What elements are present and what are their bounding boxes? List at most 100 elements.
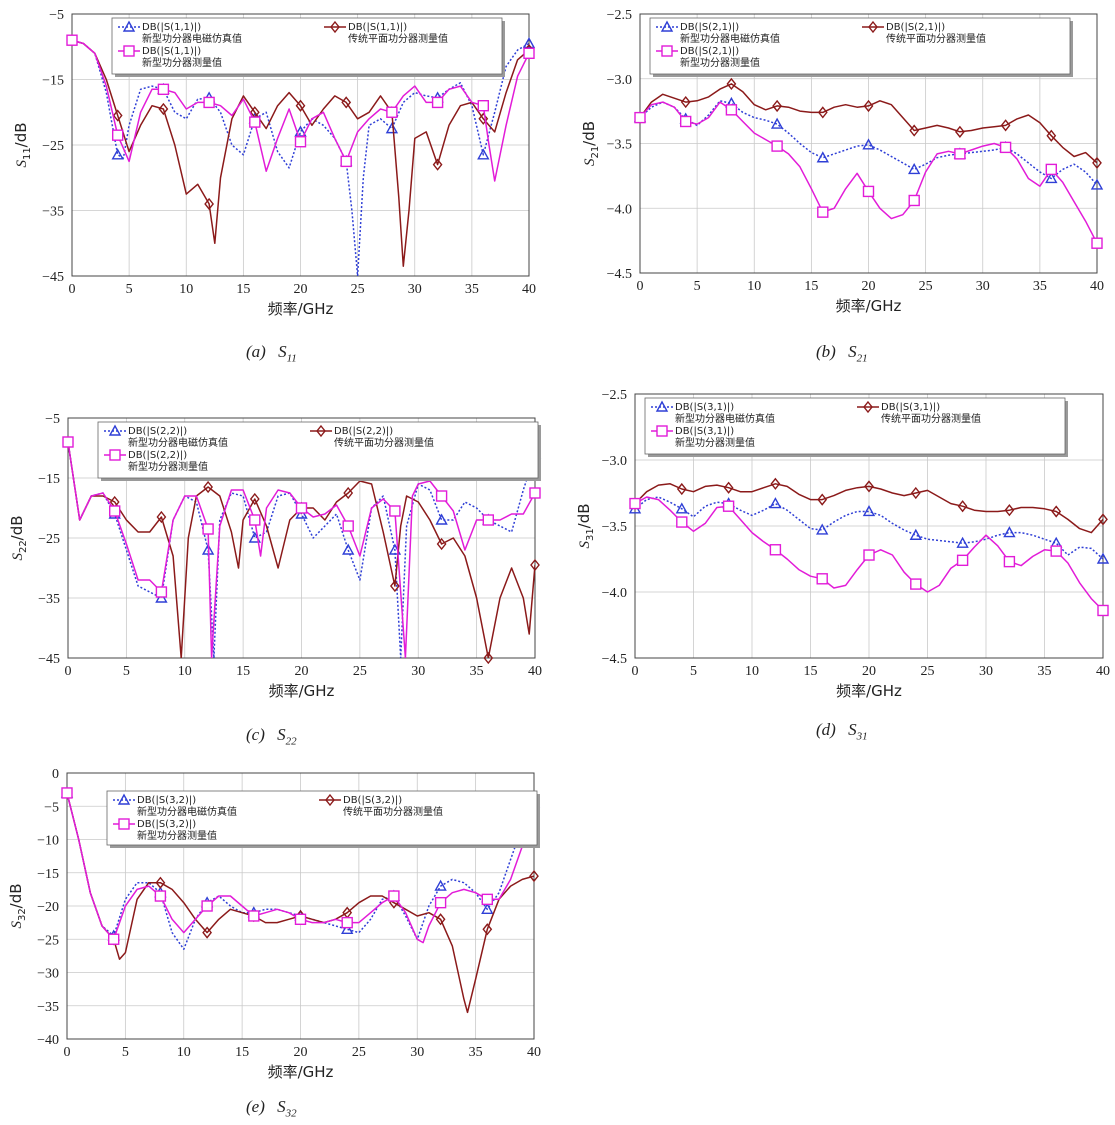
y-tick-label: −5: [49, 8, 64, 23]
legend-name: DB(|S(3,2)|): [343, 795, 402, 806]
square-marker: [154, 890, 167, 902]
legend-desc: 新型功分器测量值: [137, 829, 217, 842]
square-marker: [523, 47, 535, 59]
chart-panel-s31: 0 5 10 15 20 25 30 35 40 −2.5 −3.0 −3.5 −4.0 −4.5 频率/G…: [570, 370, 1115, 755]
x-tick-label: 30: [410, 1045, 424, 1060]
caption-prefix: (d): [816, 720, 836, 739]
square-marker: [249, 514, 261, 526]
caption-main: S: [848, 342, 857, 361]
square-marker: [634, 111, 646, 124]
legend-desc: 新型功分器测量值: [128, 460, 208, 473]
triangle-marker: [1096, 552, 1110, 564]
diamond-marker: [295, 99, 306, 112]
diamond-marker: [1051, 505, 1062, 518]
legend-desc: 新型功分器电磁仿真值: [675, 412, 775, 425]
square-marker: [203, 96, 215, 109]
x-tick-label: 15: [804, 664, 818, 679]
diamond-marker: [909, 124, 920, 137]
diamond-marker: [204, 197, 214, 211]
plot-frame: [67, 417, 536, 659]
caption-main: S: [278, 342, 287, 361]
legend-name: DB(|S(3,2)|): [137, 819, 196, 830]
series-line: [72, 39, 529, 267]
square-marker: [342, 520, 354, 532]
diamond-marker: [1000, 119, 1011, 132]
y-tick-label: −2.5: [602, 388, 627, 403]
square-marker: [201, 900, 213, 912]
square-marker: [629, 497, 641, 510]
square-marker: [434, 896, 447, 909]
legend: DB(|S(3,2)|)新型功分器电磁仿真值DB(|S(3,2)|)传统平面功分…: [106, 790, 540, 848]
chart-panel-s22: 0 5 10 15 20 25 30 35 40 −5 −15 −25 −35 −45 频率/GHz S22/…: [0, 370, 555, 755]
diamond-marker: [435, 913, 446, 926]
x-tick-label: 30: [976, 279, 990, 294]
x-tick-label: 35: [465, 282, 479, 297]
x-tick-label: 30: [979, 664, 993, 679]
square-marker: [389, 505, 401, 517]
triangle-marker: [909, 528, 922, 540]
diamond-marker: [723, 481, 734, 494]
square-marker: [482, 514, 494, 526]
triangle-marker: [522, 37, 536, 49]
y-tick-label: −45: [38, 652, 60, 667]
x-tick-label: 20: [295, 664, 309, 679]
caption-sub: 22: [285, 735, 297, 748]
x-tick-label: 15: [236, 664, 250, 679]
x-tick-label: 15: [235, 1045, 249, 1060]
y-tick-label: −15: [37, 867, 59, 882]
square-marker: [435, 490, 448, 502]
series-line: [67, 792, 534, 944]
y-axis-label: S32/dB: [7, 883, 28, 928]
diamond-marker: [341, 96, 352, 109]
diamond-marker: [203, 480, 213, 494]
triangle-marker: [862, 505, 876, 517]
y-tick-label: 0: [52, 767, 59, 782]
diamond-marker: [156, 510, 167, 524]
series-markers: [66, 34, 535, 168]
triangle-marker: [1090, 178, 1104, 190]
triangle-marker: [294, 125, 307, 137]
y-tick-label: −15: [42, 74, 64, 89]
square-marker: [295, 502, 308, 514]
x-axis-label: 频率/GHz: [836, 682, 902, 700]
legend-name: DB(|S(2,1)|): [680, 46, 739, 57]
square-marker: [908, 194, 920, 207]
caption-prefix: (c): [246, 725, 265, 744]
square-marker: [111, 129, 124, 141]
square-marker: [340, 155, 352, 168]
y-axis-label-sub: 21: [590, 146, 601, 159]
y-tick-label: −10: [37, 834, 59, 849]
y-tick-label: −4.0: [602, 586, 627, 601]
chart-panel-s11: 0 5 10 15 20 25 30 35 40 −5 −15 −25 −35 −45 频率/GHz S11/…: [0, 0, 555, 370]
triangle-marker: [655, 400, 669, 412]
y-tick-label: −4.5: [607, 267, 632, 282]
diamond-marker: [112, 109, 123, 122]
legend-desc: 新型功分器测量值: [675, 436, 755, 449]
caption-s31: (d) S31: [816, 720, 868, 742]
x-tick-label: 30: [408, 282, 422, 297]
y-tick-label: −45: [42, 270, 64, 285]
legend-name: DB(|S(3,2)|): [137, 795, 196, 806]
legend-name: DB(|S(2,2)|): [334, 426, 393, 437]
square-marker: [109, 449, 121, 461]
triangle-marker: [908, 162, 921, 175]
legend: DB(|S(2,1)|)新型功分器电磁仿真值DB(|S(2,1)|)传统平面功分…: [649, 17, 1073, 77]
diamond-marker: [1046, 129, 1057, 142]
series-square: [68, 441, 535, 658]
chart-panel-s32: 0 5 10 15 20 25 30 35 40 0 −5 −10 −15 −20 −25 −30 −35 −40…: [0, 755, 555, 1125]
square-marker: [956, 554, 969, 567]
series-line: [640, 83, 1097, 164]
y-tick-label: −4.5: [602, 652, 627, 667]
square-marker: [910, 578, 922, 590]
x-tick-label: 5: [126, 282, 133, 297]
diamond-marker: [680, 95, 691, 109]
triangle-marker: [481, 902, 494, 915]
square-marker: [62, 436, 74, 448]
square-marker: [679, 115, 692, 128]
diamond-marker: [249, 492, 260, 506]
plot-frame: [639, 13, 1098, 274]
y-tick-label: −3.5: [607, 138, 632, 153]
series-triangle: [68, 441, 535, 658]
triangle-marker: [117, 793, 131, 805]
series-line: [72, 39, 529, 182]
